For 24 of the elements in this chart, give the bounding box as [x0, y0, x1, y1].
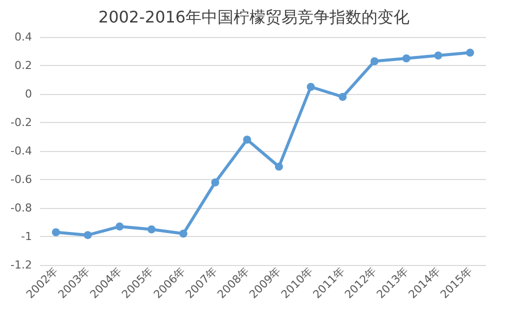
y-tick-label: 0.4	[14, 30, 32, 44]
y-tick-label: -1	[21, 230, 32, 243]
y-tick-label: -0.2	[10, 116, 32, 129]
point	[148, 225, 156, 234]
point	[402, 54, 410, 62]
y-tick-label: 0.2	[14, 59, 32, 72]
point	[243, 136, 252, 144]
y-tick-label: -0.4	[10, 144, 32, 158]
point	[370, 57, 378, 66]
point	[466, 48, 474, 57]
point	[211, 178, 220, 186]
point	[52, 228, 60, 236]
y-tick-label: -1.2	[10, 258, 32, 272]
point	[179, 230, 188, 238]
point	[84, 231, 92, 240]
point	[306, 82, 315, 91]
point	[274, 162, 283, 171]
y-tick-label: 0	[25, 88, 32, 100]
point	[338, 92, 347, 101]
point	[434, 52, 442, 60]
y-tick-label: -0.8	[10, 202, 32, 214]
chart-title: 2002-2016年中国柠檬贸易竞争指数的变化	[98, 8, 410, 26]
point	[116, 222, 124, 231]
y-tick-label: -0.6	[10, 173, 32, 186]
